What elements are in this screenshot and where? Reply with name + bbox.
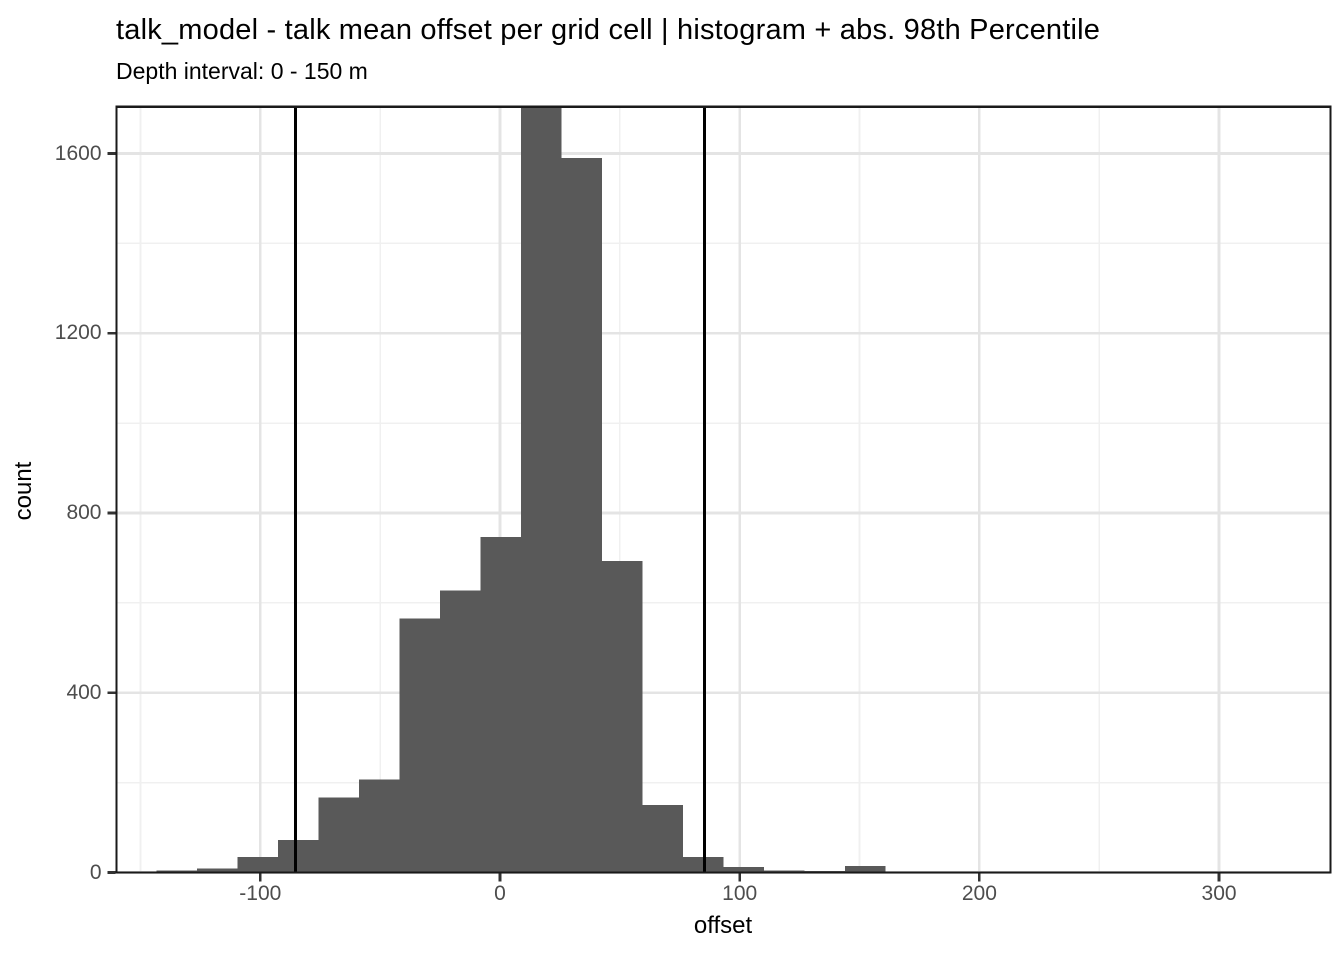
y-tick-label: 1600 [54,141,102,165]
histogram-bar [642,805,684,873]
histogram-bar [440,590,481,873]
x-tick-label: 0 [494,882,506,905]
histogram-bar [278,840,319,873]
histogram-bar [845,866,886,873]
x-tick-label: 100 [722,882,758,905]
x-axis-title: offset [0,912,1344,940]
x-tick-label: 300 [1201,882,1237,905]
histogram-bar [359,779,400,873]
plot-subtitle: Depth interval: 0 - 150 m [116,58,368,84]
y-tick-label: 0 [89,860,102,884]
histogram-bar [399,618,441,873]
histogram-bar [318,797,360,873]
y-tick-label: 1200 [54,321,102,345]
y-tick-label: 400 [66,680,102,704]
histogram-bar [197,868,238,873]
y-axis-title: count [10,461,37,521]
x-tick-label: 200 [961,882,997,905]
x-tick-label: -100 [239,882,282,905]
histogram-bar [237,856,279,873]
histogram-bar [723,867,765,873]
plot-title: talk_model - talk mean offset per grid c… [116,14,1101,46]
histogram-bar [521,106,562,873]
panel-background [116,106,1331,873]
histogram-bar [602,561,643,873]
histogram-bar [480,536,522,873]
y-tick-label: 800 [66,501,102,525]
x-axis-title-text: offset [693,912,753,939]
panel-border [115,105,1332,874]
histogram-bar [764,870,805,873]
histogram-bar [561,158,603,873]
